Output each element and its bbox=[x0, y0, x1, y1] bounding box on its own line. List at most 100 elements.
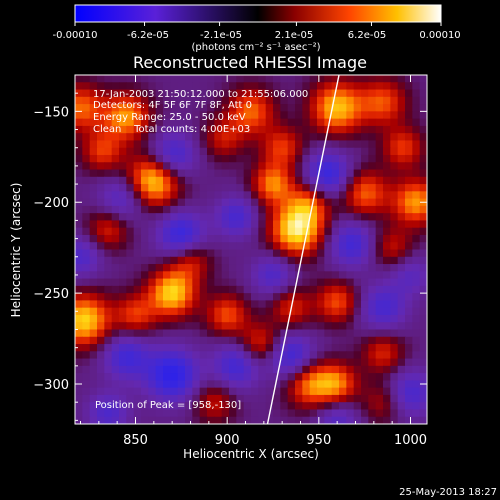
heatmap-cell bbox=[199, 293, 208, 301]
heatmap-cell bbox=[126, 162, 135, 171]
heatmap-cell bbox=[405, 416, 413, 424]
heatmap-cell bbox=[111, 154, 120, 163]
heatmap-cell bbox=[89, 307, 98, 316]
heatmap-cell bbox=[126, 75, 135, 83]
heatmap-cell bbox=[375, 234, 384, 243]
heatmap-cell bbox=[185, 278, 193, 287]
heatmap-cell bbox=[390, 82, 399, 91]
heatmap-cell bbox=[339, 336, 347, 345]
heatmap-cell bbox=[339, 227, 347, 236]
heatmap-cell bbox=[111, 293, 120, 301]
info-detectors: Detectors: 4F 5F 6F 7F 8F, Att 0 bbox=[93, 100, 252, 111]
heatmap-cell bbox=[353, 118, 362, 127]
heatmap-cell bbox=[309, 227, 318, 236]
heatmap-cell bbox=[265, 394, 274, 403]
heatmap-cell bbox=[148, 140, 157, 149]
heatmap-cell bbox=[89, 96, 98, 105]
heatmap-cell bbox=[170, 198, 179, 207]
heatmap-cell bbox=[89, 249, 98, 258]
heatmap-cell bbox=[375, 351, 384, 360]
heatmap-cell bbox=[302, 140, 311, 149]
heatmap-cell bbox=[229, 271, 237, 280]
heatmap-cell bbox=[192, 96, 201, 105]
heatmap-cell bbox=[309, 300, 318, 309]
heatmap-cell bbox=[141, 278, 149, 287]
heatmap-cell bbox=[390, 264, 399, 272]
heatmap-cell bbox=[141, 285, 149, 294]
heatmap-cell bbox=[331, 329, 340, 338]
heatmap-cell bbox=[177, 104, 186, 112]
heatmap-cell bbox=[207, 322, 215, 331]
heatmap-cell bbox=[192, 227, 201, 236]
heatmap-cell bbox=[331, 147, 340, 156]
heatmap-cell bbox=[295, 133, 303, 142]
heatmap-cell bbox=[251, 394, 259, 403]
heatmap-cell bbox=[214, 344, 223, 352]
heatmap-cell bbox=[375, 402, 384, 411]
heatmap-cell bbox=[280, 344, 289, 352]
heatmap-cell bbox=[221, 322, 230, 331]
heatmap-cell bbox=[75, 394, 83, 403]
heatmap-cell bbox=[199, 176, 208, 185]
heatmap-cell bbox=[309, 351, 318, 360]
heatmap-cell bbox=[346, 293, 355, 301]
heatmap-cell bbox=[104, 336, 113, 345]
heatmap-cell bbox=[236, 234, 245, 243]
heatmap-cell bbox=[97, 82, 105, 91]
heatmap-cell bbox=[346, 416, 355, 424]
heatmap-cell bbox=[163, 264, 171, 272]
heatmap-cell bbox=[214, 278, 223, 287]
heatmap-cell bbox=[412, 89, 421, 98]
heatmap-cell bbox=[97, 111, 105, 120]
heatmap-cell bbox=[265, 351, 274, 360]
heatmap-cell bbox=[383, 322, 391, 331]
heatmap-cell bbox=[331, 344, 340, 352]
heatmap-cell bbox=[368, 89, 377, 98]
heatmap-cell bbox=[390, 416, 399, 424]
heatmap-cell bbox=[185, 75, 193, 83]
heatmap-cell bbox=[419, 220, 427, 229]
heatmap-cell bbox=[412, 314, 421, 323]
heatmap-cell bbox=[405, 409, 413, 418]
heatmap-cell bbox=[287, 314, 296, 323]
heatmap-cell bbox=[419, 147, 427, 156]
heatmap-cell bbox=[390, 198, 399, 207]
heatmap-cell bbox=[405, 184, 413, 192]
heatmap-cell bbox=[97, 416, 105, 424]
heatmap-cell bbox=[214, 213, 223, 222]
heatmap-cell bbox=[390, 234, 399, 243]
heatmap-cell bbox=[273, 154, 281, 163]
heatmap-cell bbox=[251, 256, 259, 265]
solar-limb-line bbox=[266, 75, 340, 424]
heatmap-cell bbox=[302, 205, 311, 214]
heatmap-cell bbox=[221, 118, 230, 127]
heatmap-cell bbox=[397, 242, 406, 251]
heatmap-cell bbox=[236, 162, 245, 171]
heatmap-cell bbox=[163, 358, 171, 367]
heatmap-cell bbox=[82, 387, 91, 396]
heatmap-cell bbox=[339, 409, 347, 418]
heatmap-cell bbox=[97, 198, 105, 207]
heatmap-cell bbox=[111, 96, 120, 105]
heatmap-cell bbox=[126, 111, 135, 120]
heatmap-cell bbox=[163, 220, 171, 229]
heatmap-cell bbox=[170, 249, 179, 258]
heatmap-cell bbox=[258, 344, 267, 352]
heatmap-cell bbox=[361, 264, 369, 272]
info-clean-counts: Clean Total counts: 4.00E+03 bbox=[93, 124, 250, 135]
heatmap-cell bbox=[126, 169, 135, 178]
heatmap-cell bbox=[111, 89, 120, 98]
heatmap-cell bbox=[309, 213, 318, 222]
heatmap-cell bbox=[192, 198, 201, 207]
heatmap-cell bbox=[170, 191, 179, 200]
heatmap-cell bbox=[221, 242, 230, 251]
heatmap-cell bbox=[353, 176, 362, 185]
heatmap-cell bbox=[339, 394, 347, 403]
heatmap-cell bbox=[309, 162, 318, 171]
heatmap-cell bbox=[317, 307, 325, 316]
heatmap-cell bbox=[412, 293, 421, 301]
heatmap-cell bbox=[375, 314, 384, 323]
heatmap-cell bbox=[163, 133, 171, 142]
heatmap-cell bbox=[353, 322, 362, 331]
heatmap-cell bbox=[368, 285, 377, 294]
